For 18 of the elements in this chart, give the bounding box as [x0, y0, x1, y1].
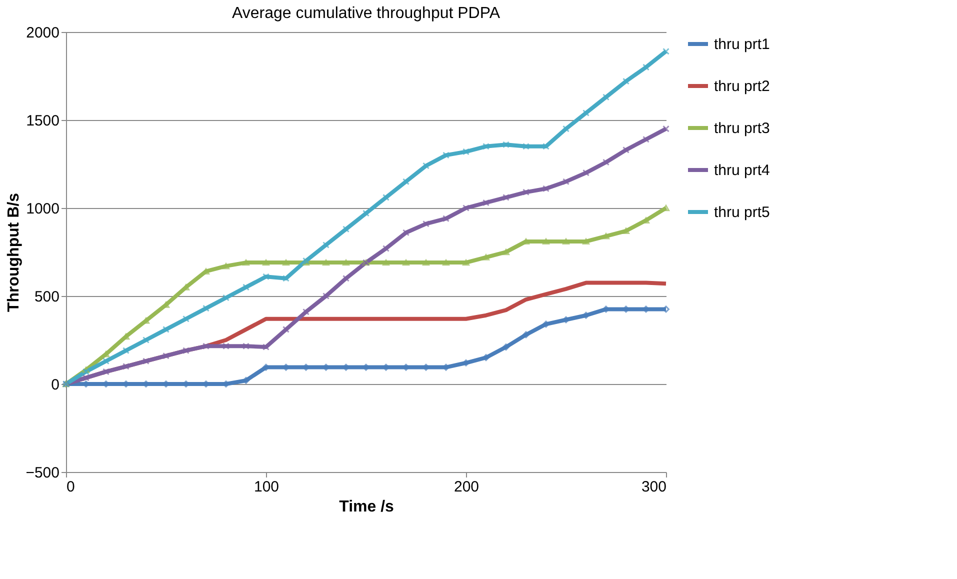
- x-tick-label: 300: [641, 478, 666, 496]
- y-tick-label: 0: [51, 376, 60, 394]
- x-tick-label: 200: [454, 478, 480, 496]
- x-axis-title: Time /s: [339, 498, 394, 516]
- legend-label: thru prt1: [714, 36, 770, 53]
- y-tick-label: −500: [26, 464, 60, 482]
- y-axis-title: Throughput B/s: [6, 192, 23, 312]
- legend-label: thru prt3: [714, 120, 770, 137]
- x-tick-label: 0: [66, 478, 75, 496]
- y-tick-label: 2000: [26, 24, 60, 42]
- legend-label: thru prt4: [714, 162, 770, 179]
- y-tick-label: 1500: [26, 112, 60, 130]
- chart-title: Average cumulative throughput PDPA: [232, 5, 500, 22]
- y-tick-label: 1000: [26, 200, 60, 218]
- legend-label: thru prt5: [714, 204, 770, 221]
- y-tick-label: 500: [34, 288, 60, 306]
- x-tick-label: 100: [254, 478, 280, 496]
- legend-label: thru prt2: [714, 78, 770, 95]
